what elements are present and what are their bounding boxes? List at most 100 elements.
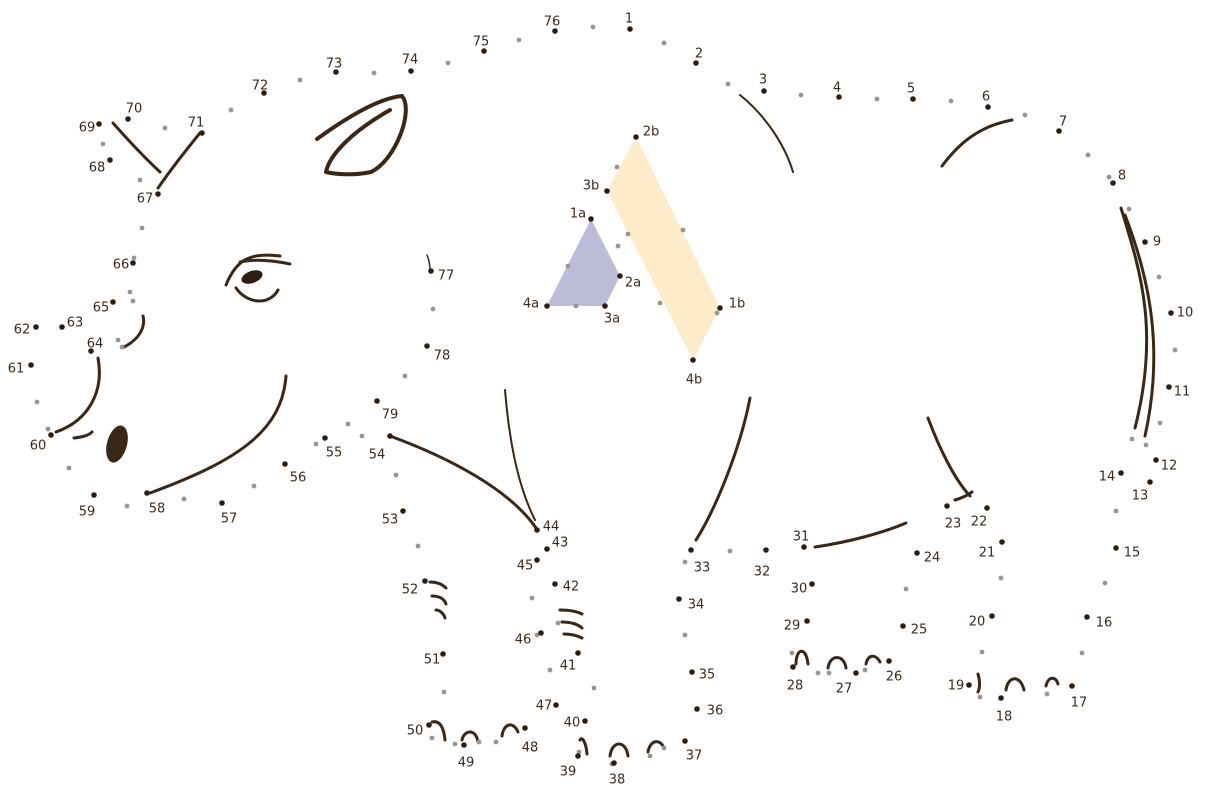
- dot-5[interactable]: [910, 96, 916, 102]
- dot-75[interactable]: [481, 48, 487, 54]
- dot-49[interactable]: [461, 742, 467, 748]
- dot-74[interactable]: [408, 68, 414, 74]
- dot-76[interactable]: [552, 28, 558, 34]
- dot-4b[interactable]: [690, 357, 696, 363]
- dot-2a[interactable]: [617, 273, 623, 279]
- dot-37[interactable]: [682, 738, 688, 744]
- dot-3[interactable]: [761, 88, 767, 94]
- dot-31[interactable]: [801, 544, 807, 550]
- dot-11[interactable]: [1166, 384, 1172, 390]
- tail-line-2: [1123, 213, 1156, 438]
- dot-54[interactable]: [387, 433, 393, 439]
- dot-28[interactable]: [790, 664, 796, 670]
- dot-17[interactable]: [1069, 683, 1075, 689]
- dot-2b[interactable]: [633, 134, 639, 140]
- dot-68[interactable]: [107, 157, 113, 163]
- dot-36[interactable]: [694, 706, 700, 712]
- minor-dot: [251, 483, 257, 489]
- dot-66[interactable]: [130, 260, 136, 266]
- dot-35[interactable]: [689, 669, 695, 675]
- dot-46[interactable]: [538, 630, 544, 636]
- dot-13[interactable]: [1147, 479, 1153, 485]
- dot-1b[interactable]: [717, 305, 723, 311]
- minor-dot: [66, 465, 72, 471]
- dot-1a[interactable]: [588, 216, 594, 222]
- dot-19[interactable]: [966, 682, 972, 688]
- dot-79[interactable]: [374, 398, 380, 404]
- dot-22[interactable]: [984, 505, 990, 511]
- dot-10[interactable]: [1168, 310, 1174, 316]
- dot-12[interactable]: [1153, 457, 1159, 463]
- dot-72[interactable]: [261, 90, 267, 96]
- dot-label-67: 67: [137, 192, 154, 207]
- dot-70[interactable]: [125, 116, 131, 122]
- dot-7[interactable]: [1056, 128, 1062, 134]
- dot-67[interactable]: [155, 191, 161, 197]
- dot-77[interactable]: [428, 268, 434, 274]
- dot-26[interactable]: [886, 658, 892, 664]
- dot-6[interactable]: [985, 104, 991, 110]
- dot-16[interactable]: [1084, 614, 1090, 620]
- dot-48[interactable]: [522, 725, 528, 731]
- dot-3b[interactable]: [604, 188, 610, 194]
- dot-42[interactable]: [552, 581, 558, 587]
- dot-21[interactable]: [999, 539, 1005, 545]
- dot-71[interactable]: [199, 130, 205, 136]
- dot-8[interactable]: [1110, 180, 1116, 186]
- dot-58[interactable]: [144, 490, 150, 496]
- dot-14[interactable]: [1118, 470, 1124, 476]
- dot-label-41: 41: [560, 659, 577, 674]
- dot-25[interactable]: [900, 623, 906, 629]
- dot-55[interactable]: [322, 435, 328, 441]
- dot-4[interactable]: [836, 94, 842, 100]
- dot-56[interactable]: [282, 461, 288, 467]
- dot-23[interactable]: [944, 503, 950, 509]
- dot-73[interactable]: [333, 69, 339, 75]
- dot-39[interactable]: [575, 753, 581, 759]
- dot-59[interactable]: [91, 492, 97, 498]
- snout-line: [54, 356, 101, 434]
- dot-3a[interactable]: [602, 303, 608, 309]
- dot-53[interactable]: [400, 508, 406, 514]
- dot-34[interactable]: [676, 596, 682, 602]
- dot-60[interactable]: [48, 432, 54, 438]
- dot-78[interactable]: [424, 343, 430, 349]
- dot-64[interactable]: [88, 348, 94, 354]
- dot-44[interactable]: [534, 527, 540, 533]
- dot-69[interactable]: [96, 121, 102, 127]
- dot-43[interactable]: [544, 546, 550, 552]
- dot-2[interactable]: [693, 60, 699, 66]
- dot-27[interactable]: [853, 670, 859, 676]
- dot-20[interactable]: [989, 613, 995, 619]
- dot-18[interactable]: [998, 695, 1004, 701]
- dot-label-50: 50: [407, 724, 424, 739]
- shape-dots: 1a 2a 3a 4a 1b 2b 3b 4b: [523, 125, 745, 388]
- dot-32[interactable]: [763, 547, 769, 553]
- minor-dot: [725, 81, 731, 87]
- dot-1[interactable]: [627, 26, 633, 32]
- dot-15[interactable]: [1113, 545, 1119, 551]
- dot-61[interactable]: [28, 362, 34, 368]
- dot-50[interactable]: [426, 722, 432, 728]
- dot-57[interactable]: [219, 500, 225, 506]
- dot-63[interactable]: [59, 324, 65, 330]
- dot-33[interactable]: [688, 547, 694, 553]
- dot-62[interactable]: [33, 324, 39, 330]
- dot-40[interactable]: [582, 718, 588, 724]
- dot-label-26: 26: [886, 670, 903, 685]
- dot-38[interactable]: [611, 760, 617, 766]
- dot-24[interactable]: [914, 550, 920, 556]
- dot-65[interactable]: [110, 299, 116, 305]
- eye-brow-line: [238, 258, 292, 266]
- dot-4a[interactable]: [544, 303, 550, 309]
- dot-29[interactable]: [804, 618, 810, 624]
- dot-45[interactable]: [534, 557, 540, 563]
- dot-9[interactable]: [1142, 239, 1148, 245]
- dot-label-69: 69: [79, 121, 96, 136]
- dot-30[interactable]: [809, 581, 815, 587]
- dot-52[interactable]: [422, 578, 428, 584]
- dot-47[interactable]: [553, 702, 559, 708]
- dot-41[interactable]: [575, 650, 581, 656]
- dot-51[interactable]: [440, 651, 446, 657]
- minor-dot: [657, 300, 663, 306]
